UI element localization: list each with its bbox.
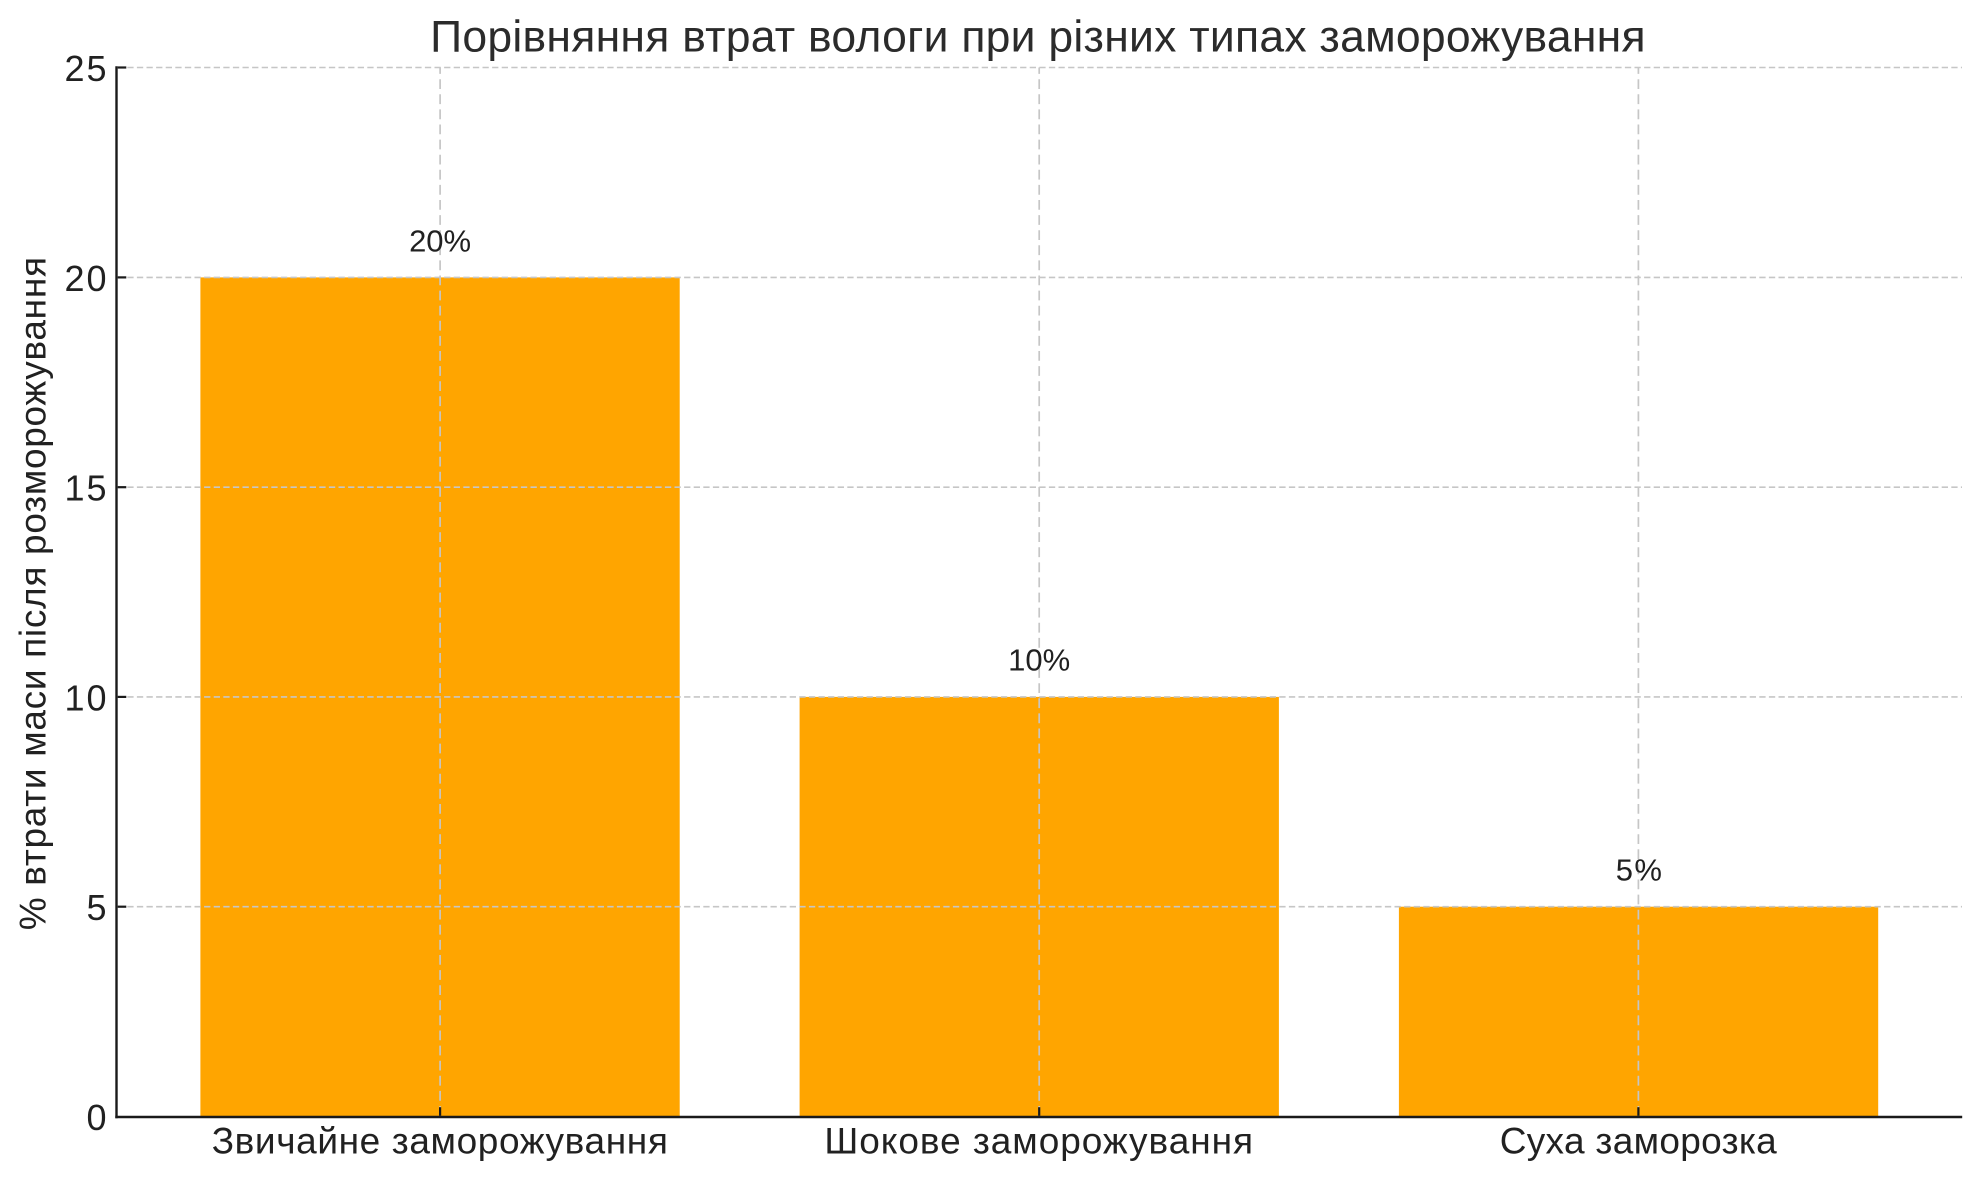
svg-text:5%: 5% xyxy=(1616,852,1664,887)
svg-text:5: 5 xyxy=(86,887,108,928)
svg-text:10: 10 xyxy=(64,677,108,718)
svg-text:Суха заморозка: Суха заморозка xyxy=(1500,1120,1777,1161)
svg-text:Звичайне заморожування: Звичайне заморожування xyxy=(212,1120,669,1161)
svg-text:Шокове заморожування: Шокове заморожування xyxy=(824,1120,1254,1161)
svg-text:20: 20 xyxy=(64,258,108,299)
svg-text:20%: 20% xyxy=(409,223,471,258)
svg-text:Порівняння втрат вологи при рі: Порівняння втрат вологи при різних типах… xyxy=(430,12,1646,61)
svg-text:10%: 10% xyxy=(1008,643,1070,678)
svg-text:% втрати маси після розморожув: % втрати маси після розморожування xyxy=(12,256,53,930)
svg-text:25: 25 xyxy=(64,48,108,89)
svg-text:0: 0 xyxy=(86,1097,108,1138)
svg-text:15: 15 xyxy=(64,468,108,509)
